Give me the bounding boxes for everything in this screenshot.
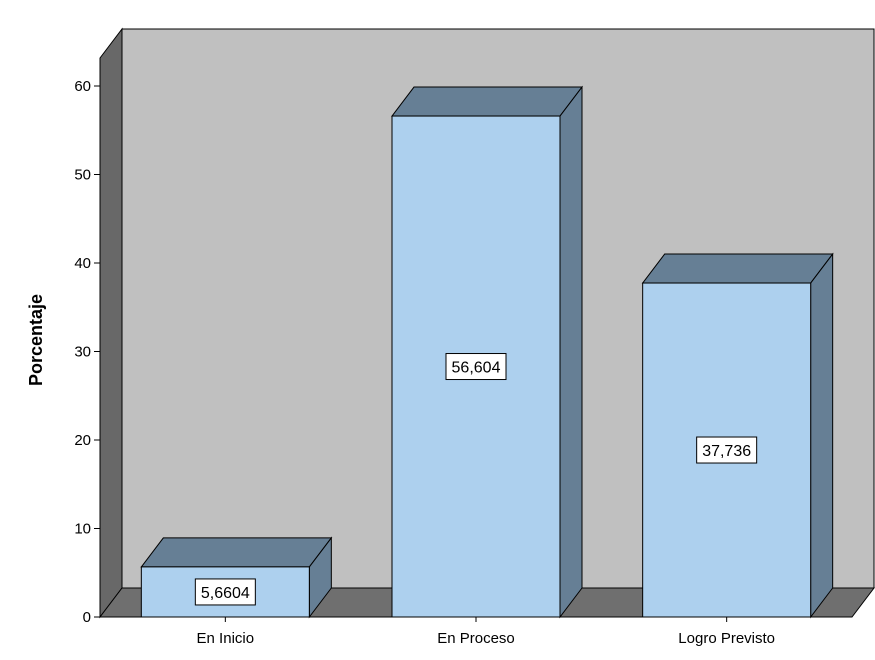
data-label: 56,604	[445, 353, 507, 381]
data-label-box	[194, 578, 256, 606]
bar-side	[810, 252, 834, 619]
side-wall	[99, 27, 123, 619]
bar-top	[140, 537, 333, 568]
data-label: 37,736	[696, 436, 758, 464]
data-label-text: 56,604	[452, 360, 501, 377]
y-tick-label: 60	[74, 78, 91, 95]
y-tick-label: 30	[74, 344, 91, 361]
data-label-text: 5,6604	[201, 585, 250, 602]
data-label-text: 37,736	[702, 443, 751, 460]
data-label: 5,6604	[194, 578, 256, 606]
y-tick-label: 50	[74, 167, 91, 184]
y-tick-label: 10	[74, 521, 91, 538]
data-label-box	[696, 436, 758, 464]
y-tick-label: 40	[74, 255, 91, 272]
y-axis-title: Porcentaje	[26, 294, 46, 386]
data-label-box	[445, 353, 507, 381]
x-axis-labels: En Inicio En Proceso Logro Previsto	[197, 617, 775, 647]
x-tick-label: En Inicio	[197, 630, 255, 647]
bar-side	[559, 85, 583, 619]
x-tick-label: Logro Previsto	[678, 630, 775, 647]
bar-1: 5,6604	[140, 536, 333, 619]
bar-top	[641, 253, 834, 284]
bar-2: 56,604	[390, 85, 584, 619]
x-tick-label: En Proceso	[437, 630, 515, 647]
bar-top	[390, 86, 584, 117]
y-tick-label: 0	[83, 609, 91, 626]
y-tick-label: 20	[74, 432, 91, 449]
bar-3: 37,736	[641, 252, 834, 619]
bars: 5,6604 56,604 37,736	[140, 85, 834, 619]
